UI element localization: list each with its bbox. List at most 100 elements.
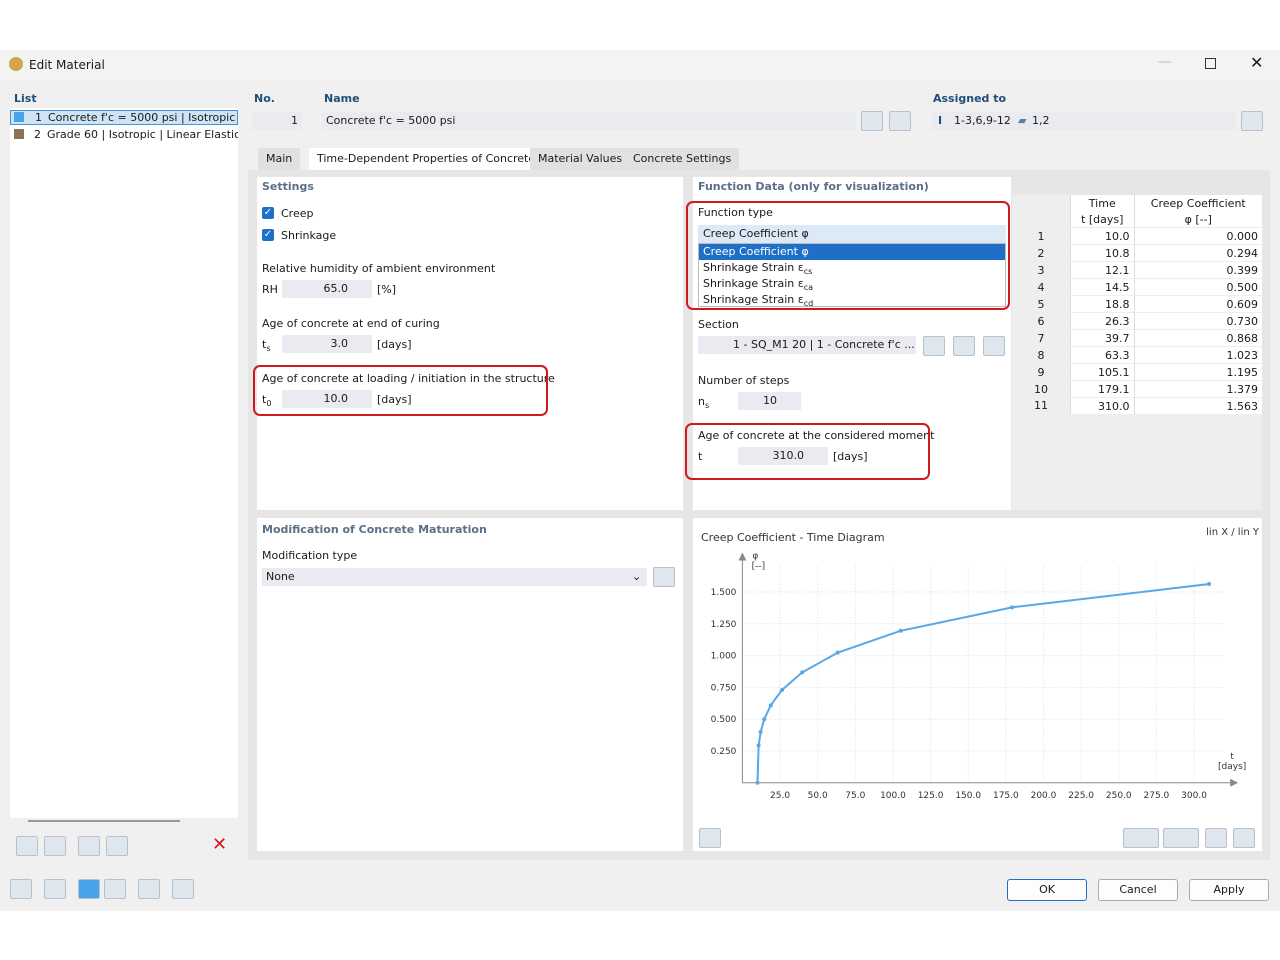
x-tick-label: 125.0	[918, 791, 944, 801]
edit-button[interactable]	[653, 567, 675, 587]
table-row: 9 105.1 1.195	[1012, 363, 1262, 381]
export-button[interactable]	[1205, 828, 1227, 848]
subscript: s	[704, 401, 710, 411]
copy-button[interactable]	[44, 836, 66, 856]
tab[interactable]: Main	[258, 148, 301, 170]
header-cell	[1012, 211, 1071, 228]
tool-button[interactable]	[104, 879, 126, 899]
library-button[interactable]	[889, 111, 911, 131]
table-cell: 4	[1037, 280, 1045, 294]
maximize[interactable]	[1205, 58, 1216, 69]
moment-field[interactable]: 310.0	[738, 447, 828, 465]
data-point	[1010, 605, 1015, 610]
no-field[interactable]: 1	[252, 112, 302, 130]
app-icon	[9, 57, 23, 71]
dropdown-option[interactable]: Shrinkage Strain εca	[699, 276, 1005, 292]
print-button[interactable]	[1163, 828, 1199, 848]
x-axis-unit: [days]	[1218, 762, 1246, 772]
item-text: Concrete f'c = 5000 psi | Isotropic | Li…	[48, 111, 237, 124]
table-row: 4 14.5 0.500	[1012, 278, 1262, 296]
table-cell: 14.5	[1070, 278, 1135, 296]
cancel-button[interactable]: Cancel	[1098, 879, 1178, 901]
y-tick-label: 1.000	[711, 652, 737, 662]
data-point	[835, 650, 840, 655]
export-button[interactable]	[1233, 828, 1255, 848]
data-point	[898, 628, 903, 633]
new-button[interactable]	[16, 836, 38, 856]
checkbox[interactable]: ✓	[262, 207, 274, 219]
table-cell: 12.1	[1070, 261, 1135, 279]
item-text: Grade 60 | Isotropic | Linear Elastic	[47, 128, 238, 141]
zoom-button[interactable]	[699, 828, 721, 848]
table-cell: 5	[1037, 297, 1045, 311]
section-label: Section	[698, 318, 739, 331]
maturation-title: Modification of Concrete Maturation	[262, 523, 487, 536]
loading-label: Age of concrete at loading / initiation …	[262, 372, 555, 385]
data-point	[756, 743, 761, 748]
dropdown-option[interactable]: Creep Coefficient φ	[699, 244, 1005, 260]
check-button[interactable]	[78, 836, 100, 856]
assigned-field[interactable]: I 1-3,6,9-12 ▰ 1,2	[932, 112, 1236, 130]
tab[interactable]: Concrete Settings	[625, 148, 740, 170]
dropdown-arrow: ⌄	[632, 570, 642, 583]
header-cell: t [days]	[1070, 211, 1135, 228]
section-select[interactable]: 1 - SQ_M1 20 | 1 - Concrete f'c ...	[698, 336, 916, 354]
scrollbar[interactable]	[28, 820, 180, 822]
table-panel: Time Creep Coefficient t [days] φ [--] 1 10.0…	[1012, 195, 1262, 510]
units-button[interactable]	[44, 879, 66, 899]
moment-label: Age of concrete at the considered moment	[698, 429, 935, 442]
table-cell: 0.500	[1133, 278, 1262, 296]
section-button[interactable]	[953, 336, 975, 356]
option-text: Creep Coefficient φ	[703, 245, 809, 258]
modification-select[interactable]: None	[262, 568, 647, 586]
tab-active[interactable]: Time-Dependent Properties of Concrete	[309, 148, 544, 170]
delete-button[interactable]: ✕	[212, 834, 228, 855]
color-button[interactable]	[78, 879, 100, 899]
axis-button[interactable]	[1123, 828, 1159, 848]
close[interactable]: ✕	[1250, 53, 1264, 72]
table-row: 2 10.8 0.294	[1012, 244, 1262, 262]
apply-button[interactable]: Apply	[1189, 879, 1269, 901]
name-field[interactable]: Concrete f'c = 5000 psi	[322, 112, 856, 130]
chart-title: Creep Coefficient - Time Diagram	[701, 531, 885, 544]
loading-field[interactable]: 10.0	[282, 390, 372, 408]
help-button[interactable]	[10, 879, 32, 899]
minimize[interactable]: —	[1158, 54, 1172, 70]
header-cell: φ [--]	[1133, 211, 1262, 228]
tool-button[interactable]	[138, 879, 160, 899]
edit-button[interactable]	[861, 111, 883, 131]
formula-button[interactable]	[172, 879, 194, 899]
loading-unit: [days]	[377, 393, 412, 406]
steps-field[interactable]: 10	[738, 392, 801, 410]
ok-button[interactable]: OK	[1007, 879, 1087, 901]
rh-symbol: RH	[262, 283, 278, 296]
table-cell: 10.8	[1070, 244, 1135, 262]
y-tick-label: 1.500	[711, 588, 737, 598]
table-header: Time Creep Coefficient	[1012, 195, 1262, 211]
dropdown-list: Creep Coefficient φ Shrinkage Strain εcs S…	[698, 243, 1006, 308]
curing-label: Age of concrete at end of curing	[262, 317, 440, 330]
check-button[interactable]	[106, 836, 128, 856]
chart-panel: Creep Coefficient - Time Diagram lin X / …	[693, 518, 1262, 851]
table-cell: 0.609	[1133, 295, 1262, 313]
table-cell: 1.379	[1133, 380, 1262, 398]
creep-label: Creep	[281, 207, 314, 220]
tab[interactable]: Material Values	[530, 148, 631, 170]
rh-field[interactable]: 65.0	[282, 280, 372, 298]
function-select[interactable]: Creep Coefficient φ	[698, 225, 1006, 243]
x-tick-label: 100.0	[880, 791, 906, 801]
dropdown-option[interactable]: Shrinkage Strain εcs	[699, 260, 1005, 276]
steps-symbol: ns	[698, 395, 709, 410]
list-item[interactable]: 2 Grade 60 | Isotropic | Linear Elastic	[10, 128, 238, 143]
list-item[interactable]: 1 Concrete f'c = 5000 psi | Isotropic | …	[10, 110, 238, 125]
checkbox[interactable]: ✓	[262, 229, 274, 241]
table-cell: 0.000	[1133, 227, 1262, 245]
select-button[interactable]	[1241, 111, 1263, 131]
table-row: 10 179.1 1.379	[1012, 380, 1262, 398]
curing-field[interactable]: 3.0	[282, 335, 372, 353]
data-point	[800, 670, 805, 675]
section-button[interactable]	[923, 336, 945, 356]
y-axis-label: φ	[752, 552, 758, 562]
dropdown-option[interactable]: Shrinkage Strain εcd	[699, 292, 1005, 308]
section-button[interactable]	[983, 336, 1005, 356]
